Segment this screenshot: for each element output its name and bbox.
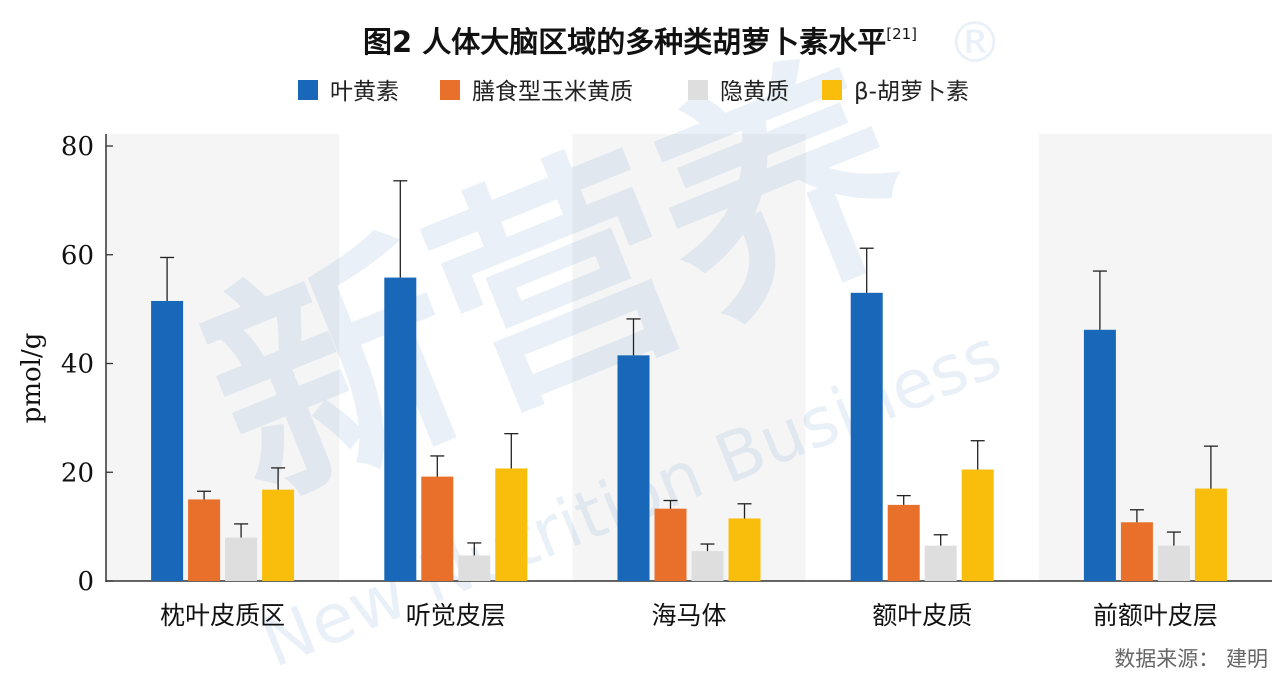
bar	[850, 292, 883, 581]
background-bands	[106, 134, 1272, 581]
y-tick-label: 60	[61, 241, 94, 271]
bar	[262, 489, 295, 581]
bar	[617, 355, 650, 581]
chart-title-reference: [21]	[886, 25, 917, 43]
y-axis-label: pmol/g	[17, 333, 47, 424]
watermark-registered-mark: ®	[947, 11, 1003, 76]
x-axis-ticks: 枕叶皮质区 听觉皮层 海马体 额叶皮质 前额叶皮层	[160, 601, 1218, 630]
bar	[495, 468, 528, 581]
legend-label: 膳食型玉米黄质	[472, 79, 633, 105]
background-band	[1038, 134, 1272, 581]
axes	[105, 134, 1272, 582]
y-tick-label: 40	[61, 350, 94, 380]
bar	[654, 508, 687, 581]
bar	[961, 469, 994, 581]
legend-swatch	[688, 80, 708, 100]
legend-swatch	[822, 80, 842, 100]
source-note: 数据来源： 建明	[1114, 647, 1268, 671]
bar	[384, 277, 417, 581]
y-tick-label: 80	[61, 132, 94, 162]
bar	[151, 300, 184, 581]
bar	[1157, 545, 1190, 581]
bar	[1120, 522, 1153, 581]
x-tick-label: 枕叶皮质区	[160, 601, 285, 630]
bar	[225, 537, 258, 581]
legend-label: β-胡萝卜素	[854, 79, 969, 105]
x-tick-label: 海马体	[651, 601, 726, 630]
x-tick-label: 前额叶皮层	[1093, 601, 1218, 630]
bars	[151, 277, 1227, 581]
chart-title-text: 图2 人体大脑区域的多种类胡萝卜素水平	[363, 25, 886, 59]
legend-swatch	[298, 80, 318, 100]
x-tick-label: 额叶皮质	[872, 601, 972, 630]
background-band	[106, 134, 340, 581]
error-bars	[160, 180, 1218, 556]
bar	[691, 551, 724, 581]
background-band	[572, 134, 806, 581]
bar	[887, 504, 920, 581]
chart-title: 图2 人体大脑区域的多种类胡萝卜素水平[21]	[363, 25, 917, 59]
bar	[188, 499, 221, 581]
bar	[421, 476, 454, 581]
watermark: 新营养 New Nutrition Business ®	[173, 11, 1013, 684]
y-axis-ticks: 0 20 40 60 80	[61, 132, 113, 597]
bar	[1194, 488, 1227, 581]
legend-swatch	[440, 80, 460, 100]
legend-label: 隐黄质	[720, 79, 789, 105]
legend-label: 叶黄素	[330, 79, 399, 105]
bar	[728, 518, 761, 581]
y-tick-label: 0	[77, 567, 94, 597]
y-tick-label: 20	[61, 458, 94, 488]
legend: 叶黄素 膳食型玉米黄质 隐黄质 β-胡萝卜素	[298, 79, 969, 105]
bar	[1083, 329, 1116, 581]
bar	[458, 555, 491, 581]
bar	[924, 545, 957, 581]
x-tick-label: 听觉皮层	[406, 601, 506, 630]
